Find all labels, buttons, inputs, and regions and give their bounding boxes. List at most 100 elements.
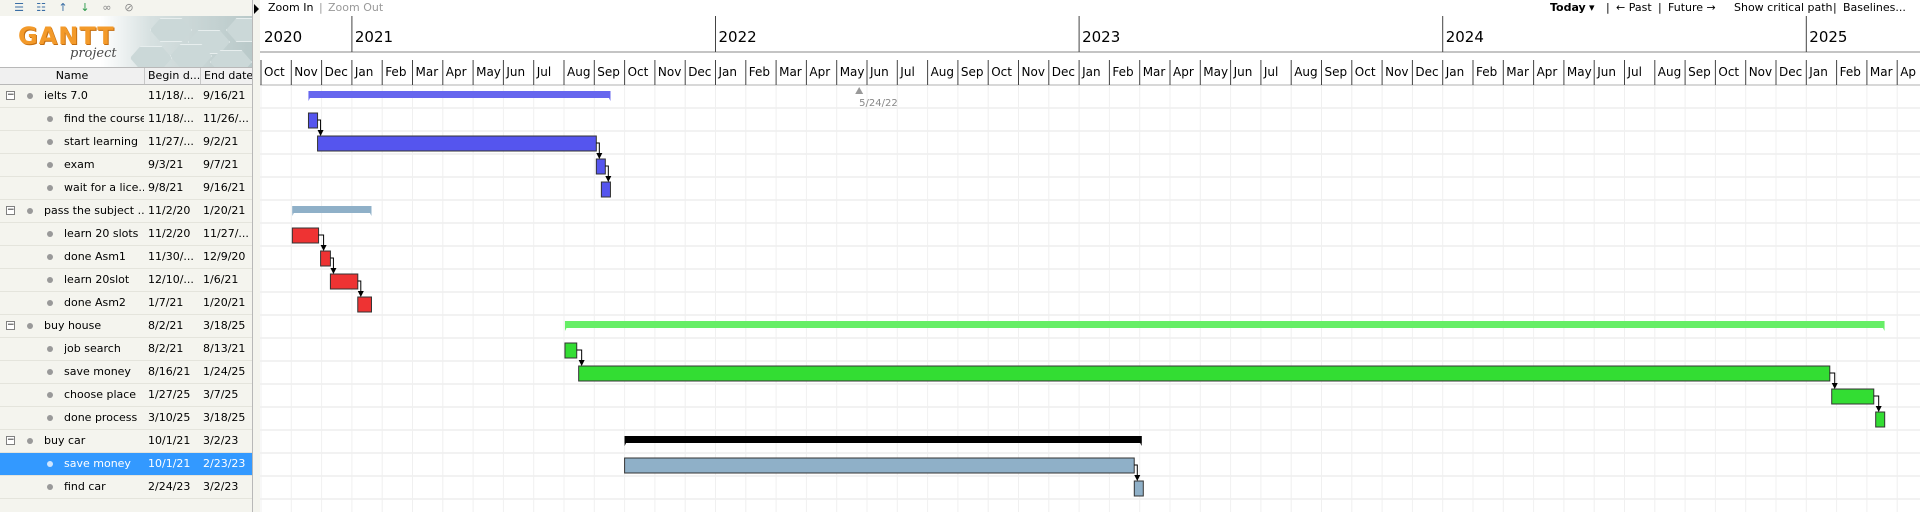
- collapse-icon[interactable]: −: [6, 205, 15, 215]
- month-label: Feb: [1840, 65, 1861, 79]
- task-row[interactable]: wait for a lice... 9/8/21 9/16/21: [0, 177, 252, 200]
- task-end-date: 1/6/21: [203, 273, 239, 286]
- task-bar[interactable]: [600, 181, 611, 198]
- zoom-in-button[interactable]: Zoom In: [268, 1, 314, 14]
- task-end-date: 9/16/21: [203, 181, 246, 194]
- dependency-arrow: [1829, 372, 1836, 386]
- task-bar[interactable]: [317, 135, 597, 152]
- task-row[interactable]: find the course 11/18/... 11/26/...: [0, 108, 252, 131]
- task-row[interactable]: done process 3/10/25 3/18/25: [0, 407, 252, 430]
- task-bar[interactable]: [1133, 480, 1144, 497]
- baselines-button[interactable]: Baselines...: [1843, 1, 1906, 14]
- arrow-head-icon: [320, 245, 327, 251]
- move-down-icon[interactable]: ↓: [80, 1, 90, 14]
- task-icon: [47, 231, 53, 237]
- task-row[interactable]: exam 9/3/21 9/7/21: [0, 154, 252, 177]
- task-name: done Asm2: [64, 296, 126, 309]
- column-header-end[interactable]: End date: [204, 69, 252, 82]
- task-name: ielts 7.0: [44, 89, 88, 102]
- today-button[interactable]: Today: [1550, 1, 1586, 14]
- future-button[interactable]: Future →: [1668, 1, 1716, 14]
- month-label: Feb: [385, 65, 406, 79]
- task-begin-date: 3/10/25: [148, 411, 191, 424]
- task-begin-date: 11/30/...: [148, 250, 194, 263]
- show-critical-path-button[interactable]: Show critical path: [1734, 1, 1833, 14]
- collapse-icon[interactable]: −: [6, 90, 15, 100]
- arrow-head-icon: [596, 153, 603, 159]
- task-rows: − ielts 7.0 11/18/... 9/16/21 find the cours…: [0, 85, 252, 499]
- task-row[interactable]: choose place 1/27/25 3/7/25: [0, 384, 252, 407]
- month-label: Aug: [1658, 65, 1681, 79]
- month-label: May: [1567, 65, 1592, 79]
- column-header-name[interactable]: Name: [0, 68, 145, 84]
- task-bar[interactable]: [329, 273, 359, 290]
- column-header-begin[interactable]: Begin d...: [145, 68, 201, 84]
- task-row[interactable]: − buy house 8/2/21 3/18/25: [0, 315, 252, 338]
- gantt-chart-canvas[interactable]: Oct Nov Dec Jan Feb Mar Apr May Jun Jul Aug Sep Oct N…: [260, 0, 1920, 512]
- task-bar[interactable]: [578, 365, 1831, 382]
- month-label: May: [1203, 65, 1228, 79]
- task-bar[interactable]: [595, 158, 606, 175]
- link-icon[interactable]: ∞: [102, 1, 112, 14]
- task-tree-panel: ☰ ☷ ↑ ↓ ∞ ⊘ GANTT project Name Begin d..…: [0, 0, 253, 512]
- summary-bar[interactable]: [564, 321, 1885, 328]
- task-bar[interactable]: [320, 250, 331, 267]
- summary-bar-end: [1136, 436, 1142, 446]
- task-end-date: 1/20/21: [203, 204, 246, 217]
- summary-bar[interactable]: [308, 91, 611, 98]
- chevron-down-icon[interactable]: ▾: [1589, 1, 1595, 14]
- task-begin-date: 1/7/21: [148, 296, 184, 309]
- move-up-icon[interactable]: ↑: [58, 1, 68, 14]
- logo-sub-text: project: [70, 46, 117, 61]
- month-label: Mar: [779, 65, 802, 79]
- task-end-date: 9/7/21: [203, 158, 239, 171]
- today-marker-icon: [855, 87, 864, 94]
- summary-bar[interactable]: [292, 206, 372, 213]
- indent-icon[interactable]: ☷: [36, 1, 46, 14]
- task-bar[interactable]: [1875, 411, 1886, 428]
- today-marker-label: 5/24/22: [859, 98, 898, 109]
- task-bar[interactable]: [624, 457, 1135, 474]
- collapse-icon[interactable]: −: [6, 435, 15, 445]
- task-row[interactable]: done Asm2 1/7/21 1/20/21: [0, 292, 252, 315]
- task-begin-date: 11/2/20: [148, 204, 191, 217]
- task-bar[interactable]: [307, 112, 319, 129]
- task-row[interactable]: − ielts 7.0 11/18/... 9/16/21: [0, 85, 252, 108]
- task-bar[interactable]: [291, 227, 320, 244]
- task-row[interactable]: − pass the subject ... 11/2/20 1/20/21: [0, 200, 252, 223]
- summary-bar[interactable]: [624, 436, 1142, 443]
- column-header: Name Begin d... End date: [0, 67, 252, 85]
- task-row[interactable]: job search 8/2/21 8/13/21: [0, 338, 252, 361]
- task-row[interactable]: start learning 11/27/... 9/2/21: [0, 131, 252, 154]
- task-row[interactable]: learn 20 slots 11/2/20 11/27/...: [0, 223, 252, 246]
- task-end-date: 11/26/...: [203, 112, 249, 125]
- task-name: exam: [64, 158, 95, 171]
- task-bar[interactable]: [564, 342, 578, 359]
- dependency-arrow: [330, 257, 334, 271]
- year-label: 2023: [1082, 28, 1120, 46]
- task-icon: [47, 484, 53, 490]
- month-label: Jun: [869, 65, 889, 79]
- outdent-icon[interactable]: ☰: [14, 1, 24, 14]
- task-name: buy house: [44, 319, 102, 332]
- summary-bar-start: [308, 91, 314, 101]
- task-bar[interactable]: [357, 296, 372, 313]
- task-row[interactable]: − buy car 10/1/21 3/2/23: [0, 430, 252, 453]
- month-label: May: [476, 65, 501, 79]
- task-row[interactable]: learn 20slot 12/10/... 1/6/21: [0, 269, 252, 292]
- month-label: Apr: [809, 65, 830, 79]
- task-bar[interactable]: [1831, 388, 1875, 405]
- splitter[interactable]: [253, 0, 260, 512]
- task-row[interactable]: save money 10/1/21 2/23/23: [0, 453, 252, 476]
- task-begin-date: 11/18/...: [148, 112, 194, 125]
- collapse-icon[interactable]: −: [6, 320, 15, 330]
- task-row[interactable]: save money 8/16/21 1/24/25: [0, 361, 252, 384]
- task-row[interactable]: done Asm1 11/30/... 12/9/20: [0, 246, 252, 269]
- unlink-icon[interactable]: ⊘: [124, 1, 134, 14]
- past-button[interactable]: ← Past: [1616, 1, 1652, 14]
- month-label: Sep: [961, 65, 984, 79]
- task-icon: [27, 208, 33, 214]
- arrow-head-icon: [357, 291, 364, 297]
- zoom-out-button[interactable]: Zoom Out: [328, 1, 384, 14]
- task-row[interactable]: find car 2/24/23 3/2/23: [0, 476, 252, 499]
